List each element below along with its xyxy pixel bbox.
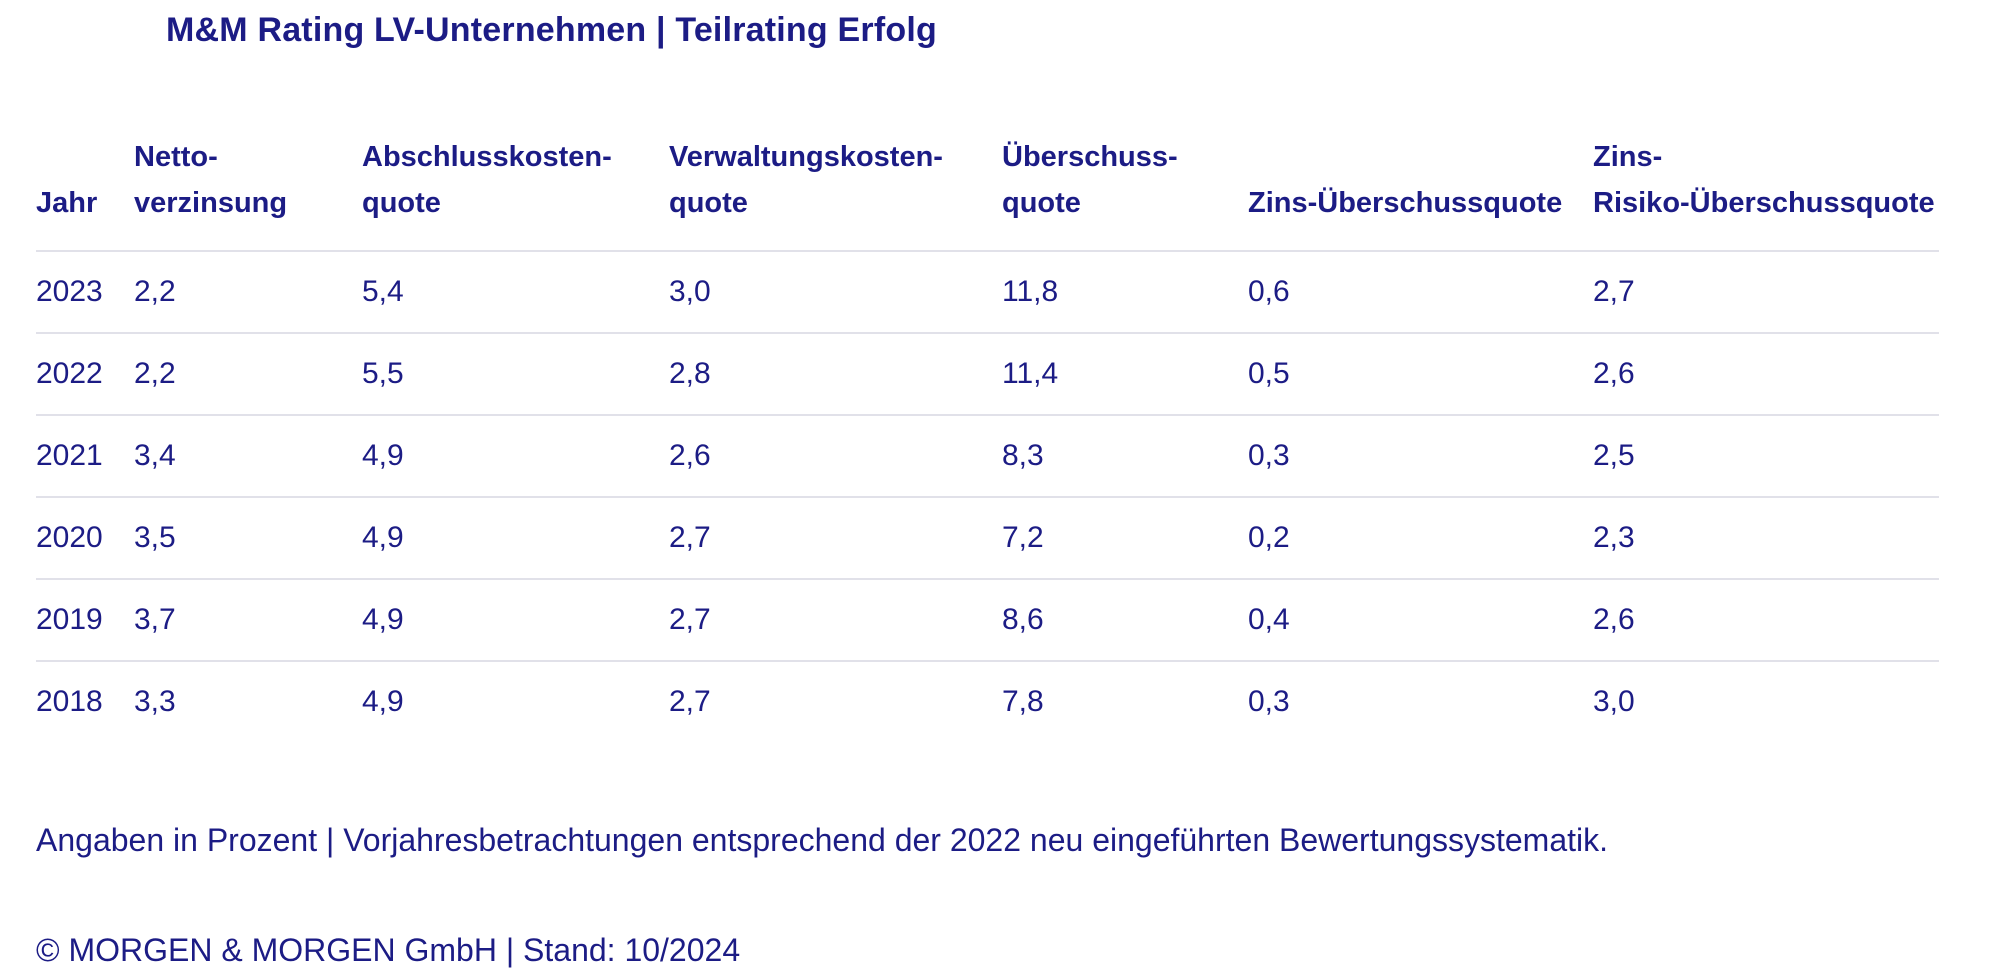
year-cell: 2018 bbox=[36, 685, 103, 718]
year-cell: 2022 bbox=[36, 333, 134, 416]
value-cell: 8,3 bbox=[1002, 415, 1248, 498]
header-line2: verzinsung bbox=[134, 187, 288, 219]
column-header-zins-ueberschussquote: Zins-Überschussquote bbox=[1248, 95, 1593, 252]
year-cell: 2021 bbox=[36, 415, 134, 498]
table-row: 2022 2,2 5,5 2,8 11,4 0,5 2,6 bbox=[36, 333, 1939, 416]
value-cell: 0,4 bbox=[1248, 579, 1593, 662]
header-line2: Zins-Überschussquote bbox=[1248, 187, 1563, 219]
table-row: 2021 3,4 4,9 2,6 8,3 0,3 2,5 bbox=[36, 415, 1939, 498]
year-cell: 2019 bbox=[36, 579, 134, 662]
header-line1: Verwaltungskosten- bbox=[669, 141, 943, 173]
value-cell: 4,9 bbox=[362, 579, 669, 662]
copyright: © MORGEN & MORGEN GmbH | Stand: 10/2024 bbox=[36, 932, 741, 968]
column-header-ueberschussquote: Überschuss- quote bbox=[1002, 95, 1248, 252]
value-cell: 2,6 bbox=[1593, 333, 1939, 416]
column-header-jahr: Jahr bbox=[36, 95, 134, 252]
value-cell: 2,3 bbox=[1593, 497, 1939, 580]
page-title: M&M Rating LV-Unternehmen | Teilrating E… bbox=[166, 11, 937, 49]
year-cell: 2023 bbox=[36, 251, 134, 334]
value-cell: 4,9 bbox=[362, 415, 669, 498]
value-cell: 11,8 bbox=[1002, 251, 1248, 334]
value-cell: 3,5 bbox=[134, 497, 362, 580]
value-cell: 7,2 bbox=[1002, 497, 1248, 580]
value-cell: 2,6 bbox=[1593, 579, 1939, 662]
header-line2: quote bbox=[669, 187, 748, 219]
column-header-zins-risiko-ueberschussquote: Zins- Risiko-Überschussquote bbox=[1593, 95, 1939, 252]
header-line1: Netto- bbox=[134, 141, 218, 173]
year-cell: 2020 bbox=[36, 497, 134, 580]
value-cell: 0,6 bbox=[1248, 251, 1593, 334]
header-line2: quote bbox=[362, 187, 441, 219]
table-row: 2023 2,2 5,4 3,0 11,8 0,6 2,7 bbox=[36, 251, 1939, 334]
value-cell: 4,9 bbox=[362, 685, 404, 718]
footnote: Angaben in Prozent | Vorjahresbetrachtun… bbox=[36, 822, 1609, 858]
column-header-abschlusskostenquote: Abschlusskosten- quote bbox=[362, 95, 669, 252]
table-row: 2020 3,5 4,9 2,7 7,2 0,2 2,3 bbox=[36, 497, 1939, 580]
value-cell: 8,6 bbox=[1002, 579, 1248, 662]
value-cell: 2,8 bbox=[669, 333, 1002, 416]
value-cell: 11,4 bbox=[1002, 333, 1248, 416]
header-row: Jahr Netto- verzinsung Abschlusskosten- … bbox=[36, 95, 1939, 252]
header-line1: Zins- bbox=[1593, 141, 1663, 173]
value-cell: 7,8 bbox=[1002, 685, 1044, 718]
value-cell: 5,4 bbox=[362, 251, 669, 334]
header-line2: quote bbox=[1002, 187, 1081, 219]
value-cell: 3,0 bbox=[1593, 685, 1635, 718]
header-line2: Risiko-Überschussquote bbox=[1593, 187, 1935, 219]
column-header-verwaltungskostenquote: Verwaltungskosten- quote bbox=[669, 95, 1002, 252]
value-cell: 0,5 bbox=[1248, 333, 1593, 416]
value-cell: 0,3 bbox=[1248, 685, 1290, 718]
value-cell: 3,7 bbox=[134, 579, 362, 662]
value-cell: 0,3 bbox=[1248, 415, 1593, 498]
value-cell: 3,0 bbox=[669, 251, 1002, 334]
value-cell: 5,5 bbox=[362, 333, 669, 416]
value-cell: 2,6 bbox=[669, 415, 1002, 498]
table-header: Jahr Netto- verzinsung Abschlusskosten- … bbox=[36, 95, 1939, 252]
value-cell: 2,2 bbox=[134, 251, 362, 334]
header-line1: Abschlusskosten- bbox=[362, 141, 612, 173]
table-row: 2018 3,3 4,9 2,7 7,8 0,3 3,0 bbox=[36, 661, 1939, 742]
table-body: 2023 2,2 5,4 3,0 11,8 0,6 2,7 2022 2,2 5,5 2,8 11,4… bbox=[36, 251, 1939, 742]
value-cell: 2,7 bbox=[1593, 251, 1939, 334]
value-cell: 2,7 bbox=[669, 685, 711, 718]
rating-table: Jahr Netto- verzinsung Abschlusskosten- … bbox=[36, 95, 1939, 742]
value-cell: 3,3 bbox=[134, 685, 176, 718]
value-cell: 4,9 bbox=[362, 497, 669, 580]
header-line2: Jahr bbox=[36, 187, 98, 219]
column-header-nettoverzinsung: Netto- verzinsung bbox=[134, 95, 362, 252]
value-cell: 0,2 bbox=[1248, 497, 1593, 580]
value-cell: 3,4 bbox=[134, 415, 362, 498]
value-cell: 2,5 bbox=[1593, 415, 1939, 498]
header-line1: Überschuss- bbox=[1002, 141, 1178, 173]
value-cell: 2,2 bbox=[134, 333, 362, 416]
table-row: 2019 3,7 4,9 2,7 8,6 0,4 2,6 bbox=[36, 579, 1939, 662]
value-cell: 2,7 bbox=[669, 497, 1002, 580]
value-cell: 2,7 bbox=[669, 579, 1002, 662]
